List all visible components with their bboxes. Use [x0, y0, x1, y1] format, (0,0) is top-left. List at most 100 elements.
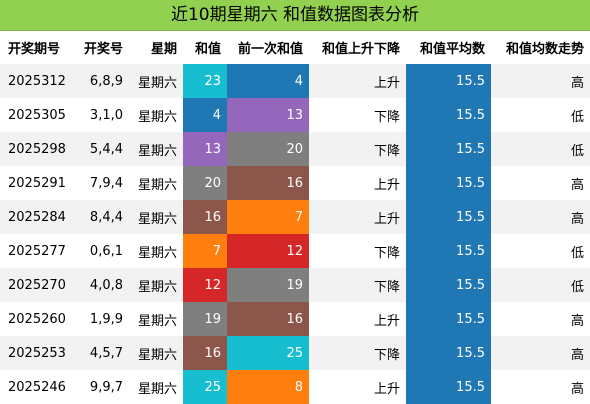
cell-numbers: 6,8,9: [71, 64, 129, 98]
header-average: 和值平均数: [419, 41, 485, 57]
cell-average: 15.5: [406, 200, 491, 234]
cell-level: 低: [491, 132, 590, 166]
cell-weekday: 星期六: [129, 268, 183, 302]
cell-sum: 23: [183, 64, 227, 98]
cell-period: 2025277: [0, 234, 71, 268]
cell-weekday: 星期六: [129, 64, 183, 98]
cell-period: 2025284: [0, 200, 71, 234]
table-row: 2025298 5,4,4 星期六 13 20 下降 15.5 低: [0, 132, 590, 166]
header-trend: 和值上升下降: [321, 41, 400, 57]
cell-prev-sum: 19: [227, 268, 309, 302]
cell-trend: 下降: [309, 336, 406, 370]
cell-numbers: 5,4,4: [71, 132, 129, 166]
cell-numbers: 4,0,8: [71, 268, 129, 302]
cell-level: 低: [491, 98, 590, 132]
cell-average: 15.5: [406, 64, 491, 98]
cell-trend: 下降: [309, 132, 406, 166]
cell-trend: 下降: [309, 234, 406, 268]
cell-trend: 上升: [309, 166, 406, 200]
cell-level: 高: [491, 200, 590, 234]
cell-trend: 下降: [309, 268, 406, 302]
cell-period: 2025305: [0, 98, 71, 132]
cell-level: 高: [491, 64, 590, 98]
cell-prev-sum: 25: [227, 336, 309, 370]
cell-average: 15.5: [406, 268, 491, 302]
table-row: 2025270 4,0,8 星期六 12 19 下降 15.5 低: [0, 268, 590, 302]
cell-sum: 16: [183, 336, 227, 370]
cell-average: 15.5: [406, 302, 491, 336]
cell-prev-sum: 12: [227, 234, 309, 268]
cell-period: 2025298: [0, 132, 71, 166]
cell-period: 2025260: [0, 302, 71, 336]
cell-prev-sum: 4: [227, 64, 309, 98]
cell-average: 15.5: [406, 166, 491, 200]
header-weekday: 星期: [150, 41, 177, 57]
cell-numbers: 9,9,7: [71, 370, 129, 404]
cell-numbers: 1,9,9: [71, 302, 129, 336]
cell-average: 15.5: [406, 234, 491, 268]
cell-period: 2025270: [0, 268, 71, 302]
header-sum: 和值: [194, 41, 221, 57]
cell-weekday: 星期六: [129, 132, 183, 166]
cell-weekday: 星期六: [129, 98, 183, 132]
cell-numbers: 7,9,4: [71, 166, 129, 200]
cell-level: 高: [491, 336, 590, 370]
cell-weekday: 星期六: [129, 200, 183, 234]
table-row: 2025312 6,8,9 星期六 23 4 上升 15.5 高: [0, 64, 590, 98]
cell-weekday: 星期六: [129, 336, 183, 370]
cell-average: 15.5: [406, 98, 491, 132]
cell-prev-sum: 7: [227, 200, 309, 234]
cell-period: 2025291: [0, 166, 71, 200]
cell-numbers: 0,6,1: [71, 234, 129, 268]
cell-weekday: 星期六: [129, 370, 183, 404]
cell-prev-sum: 16: [227, 166, 309, 200]
table-row: 2025253 4,5,7 星期六 16 25 下降 15.5 高: [0, 336, 590, 370]
cell-sum: 20: [183, 166, 227, 200]
cell-trend: 上升: [309, 64, 406, 98]
cell-sum: 12: [183, 268, 227, 302]
page-title: 近10期星期六 和值数据图表分析: [0, 0, 590, 31]
cell-sum: 13: [183, 132, 227, 166]
cell-average: 15.5: [406, 132, 491, 166]
cell-sum: 16: [183, 200, 227, 234]
cell-level: 高: [491, 302, 590, 336]
cell-period: 2025253: [0, 336, 71, 370]
table-row: 2025284 8,4,4 星期六 16 7 上升 15.5 高: [0, 200, 590, 234]
cell-average: 15.5: [406, 370, 491, 404]
cell-trend: 上升: [309, 302, 406, 336]
cell-prev-sum: 20: [227, 132, 309, 166]
cell-weekday: 星期六: [129, 302, 183, 336]
cell-prev-sum: 16: [227, 302, 309, 336]
sum-analysis-table: 开奖期号 开奖号 星期 和值 前一次和值 和值上升下降 和值平均数 和值均数走势…: [0, 30, 590, 404]
header-prev-sum: 前一次和值: [237, 41, 303, 57]
cell-numbers: 3,1,0: [71, 98, 129, 132]
cell-weekday: 星期六: [129, 166, 183, 200]
cell-trend: 下降: [309, 98, 406, 132]
table-row: 2025260 1,9,9 星期六 19 16 上升 15.5 高: [0, 302, 590, 336]
cell-sum: 7: [183, 234, 227, 268]
cell-level: 低: [491, 234, 590, 268]
cell-average: 15.5: [406, 336, 491, 370]
cell-sum: 25: [183, 370, 227, 404]
cell-sum: 19: [183, 302, 227, 336]
table-row: 2025291 7,9,4 星期六 20 16 上升 15.5 高: [0, 166, 590, 200]
cell-period: 2025312: [0, 64, 71, 98]
cell-weekday: 星期六: [129, 234, 183, 268]
header-period: 开奖期号: [8, 41, 61, 57]
table-row: 2025246 9,9,7 星期六 25 8 上升 15.5 高: [0, 370, 590, 404]
cell-level: 低: [491, 268, 590, 302]
header-level: 和值均数走势: [505, 41, 584, 57]
header-numbers: 开奖号: [83, 41, 123, 57]
cell-level: 高: [491, 370, 590, 404]
cell-trend: 上升: [309, 370, 406, 404]
cell-prev-sum: 8: [227, 370, 309, 404]
cell-level: 高: [491, 166, 590, 200]
cell-period: 2025246: [0, 370, 71, 404]
table-row: 2025277 0,6,1 星期六 7 12 下降 15.5 低: [0, 234, 590, 268]
cell-trend: 上升: [309, 200, 406, 234]
cell-prev-sum: 13: [227, 98, 309, 132]
cell-sum: 4: [183, 98, 227, 132]
cell-numbers: 4,5,7: [71, 336, 129, 370]
table-row: 2025305 3,1,0 星期六 4 13 下降 15.5 低: [0, 98, 590, 132]
